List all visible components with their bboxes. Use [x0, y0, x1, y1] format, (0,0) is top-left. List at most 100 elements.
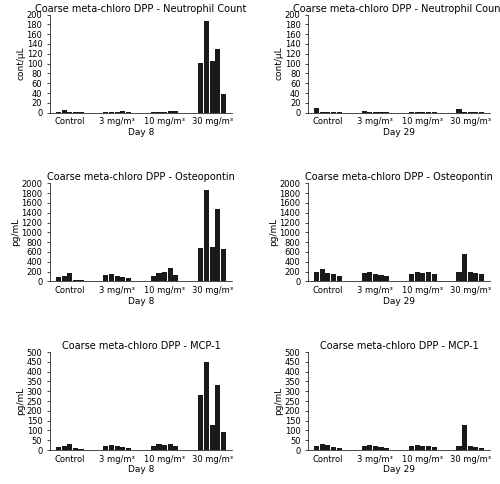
Bar — [56, 277, 61, 281]
Title: Coarse meta-chloro DPP - Osteopontin: Coarse meta-chloro DPP - Osteopontin — [305, 172, 493, 182]
Bar — [126, 278, 131, 281]
Title: Coarse meta-chloro DPP - Osteopontin: Coarse meta-chloro DPP - Osteopontin — [47, 172, 235, 182]
Bar — [409, 112, 414, 113]
Bar — [414, 445, 420, 450]
Bar — [426, 446, 431, 450]
Bar — [174, 446, 178, 450]
Bar — [456, 109, 462, 113]
Bar — [221, 433, 226, 450]
X-axis label: Day 8: Day 8 — [128, 466, 154, 474]
Bar — [162, 272, 167, 281]
Y-axis label: pg/mL: pg/mL — [16, 387, 25, 415]
Bar — [78, 449, 84, 450]
Bar — [378, 112, 384, 113]
Bar — [109, 112, 114, 113]
Bar — [373, 446, 378, 450]
Bar — [73, 448, 78, 450]
Bar — [474, 112, 478, 113]
Bar — [221, 94, 226, 113]
Bar — [432, 447, 436, 450]
Bar — [426, 112, 431, 113]
Bar — [367, 272, 372, 281]
Bar — [62, 276, 66, 281]
Bar — [384, 276, 389, 281]
Bar — [120, 447, 126, 450]
Bar — [456, 446, 462, 450]
Bar — [367, 445, 372, 450]
Bar — [120, 277, 126, 281]
Bar — [414, 272, 420, 281]
X-axis label: Day 8: Day 8 — [128, 297, 154, 305]
Bar — [420, 112, 426, 113]
Bar — [198, 248, 203, 281]
Title: Coarse meta-chloro DPP - MCP-1: Coarse meta-chloro DPP - MCP-1 — [320, 341, 478, 351]
Bar — [326, 112, 330, 113]
Bar — [198, 395, 203, 450]
Bar — [336, 448, 342, 450]
Bar — [78, 112, 84, 113]
Bar — [114, 446, 119, 450]
Bar — [67, 112, 72, 113]
Bar — [168, 444, 173, 450]
Bar — [409, 446, 414, 450]
Bar — [215, 49, 220, 113]
X-axis label: Day 29: Day 29 — [383, 466, 415, 474]
Bar — [456, 272, 462, 281]
Bar — [468, 112, 473, 113]
Bar — [151, 112, 156, 113]
Bar — [210, 424, 214, 450]
Bar — [215, 385, 220, 450]
Bar — [120, 111, 126, 113]
Bar — [462, 255, 467, 281]
Bar — [373, 112, 378, 113]
Bar — [151, 446, 156, 450]
Bar — [331, 274, 336, 281]
Bar — [104, 446, 108, 450]
Bar — [320, 112, 325, 113]
Bar — [314, 446, 319, 450]
Y-axis label: pg/mL: pg/mL — [269, 218, 278, 246]
Title: Coarse meta-chloro DPP - Neutrophil Count: Coarse meta-chloro DPP - Neutrophil Coun… — [35, 4, 246, 14]
Bar — [109, 445, 114, 450]
Bar — [479, 273, 484, 281]
Bar — [468, 446, 473, 450]
Bar — [56, 112, 61, 113]
Y-axis label: cont/μL: cont/μL — [274, 47, 283, 80]
Bar — [320, 269, 325, 281]
Bar — [198, 63, 203, 113]
Bar — [215, 209, 220, 281]
X-axis label: Day 29: Day 29 — [383, 128, 415, 137]
Bar — [174, 111, 178, 113]
Bar — [210, 247, 214, 281]
Bar — [162, 112, 167, 113]
Title: Coarse meta-chloro DPP - Neutrophil Count: Coarse meta-chloro DPP - Neutrophil Coun… — [294, 4, 500, 14]
Bar — [474, 447, 478, 450]
Bar — [384, 112, 389, 113]
Bar — [420, 272, 426, 281]
Bar — [367, 112, 372, 113]
Bar — [126, 448, 131, 450]
Bar — [409, 273, 414, 281]
Bar — [114, 112, 119, 113]
Title: Coarse meta-chloro DPP - MCP-1: Coarse meta-chloro DPP - MCP-1 — [62, 341, 220, 351]
Bar — [104, 112, 108, 113]
Bar — [204, 362, 209, 450]
Bar — [432, 274, 436, 281]
Bar — [320, 444, 325, 450]
Bar — [362, 272, 366, 281]
Bar — [362, 111, 366, 113]
Bar — [168, 111, 173, 113]
Bar — [204, 190, 209, 281]
Bar — [326, 445, 330, 450]
Bar — [168, 268, 173, 281]
Bar — [156, 273, 162, 281]
Bar — [162, 445, 167, 450]
Bar — [378, 447, 384, 450]
Bar — [174, 275, 178, 281]
Bar — [468, 272, 473, 281]
Bar — [78, 280, 84, 281]
Bar — [378, 274, 384, 281]
Bar — [156, 444, 162, 450]
Y-axis label: cont/μL: cont/μL — [16, 47, 25, 80]
Bar — [331, 447, 336, 450]
